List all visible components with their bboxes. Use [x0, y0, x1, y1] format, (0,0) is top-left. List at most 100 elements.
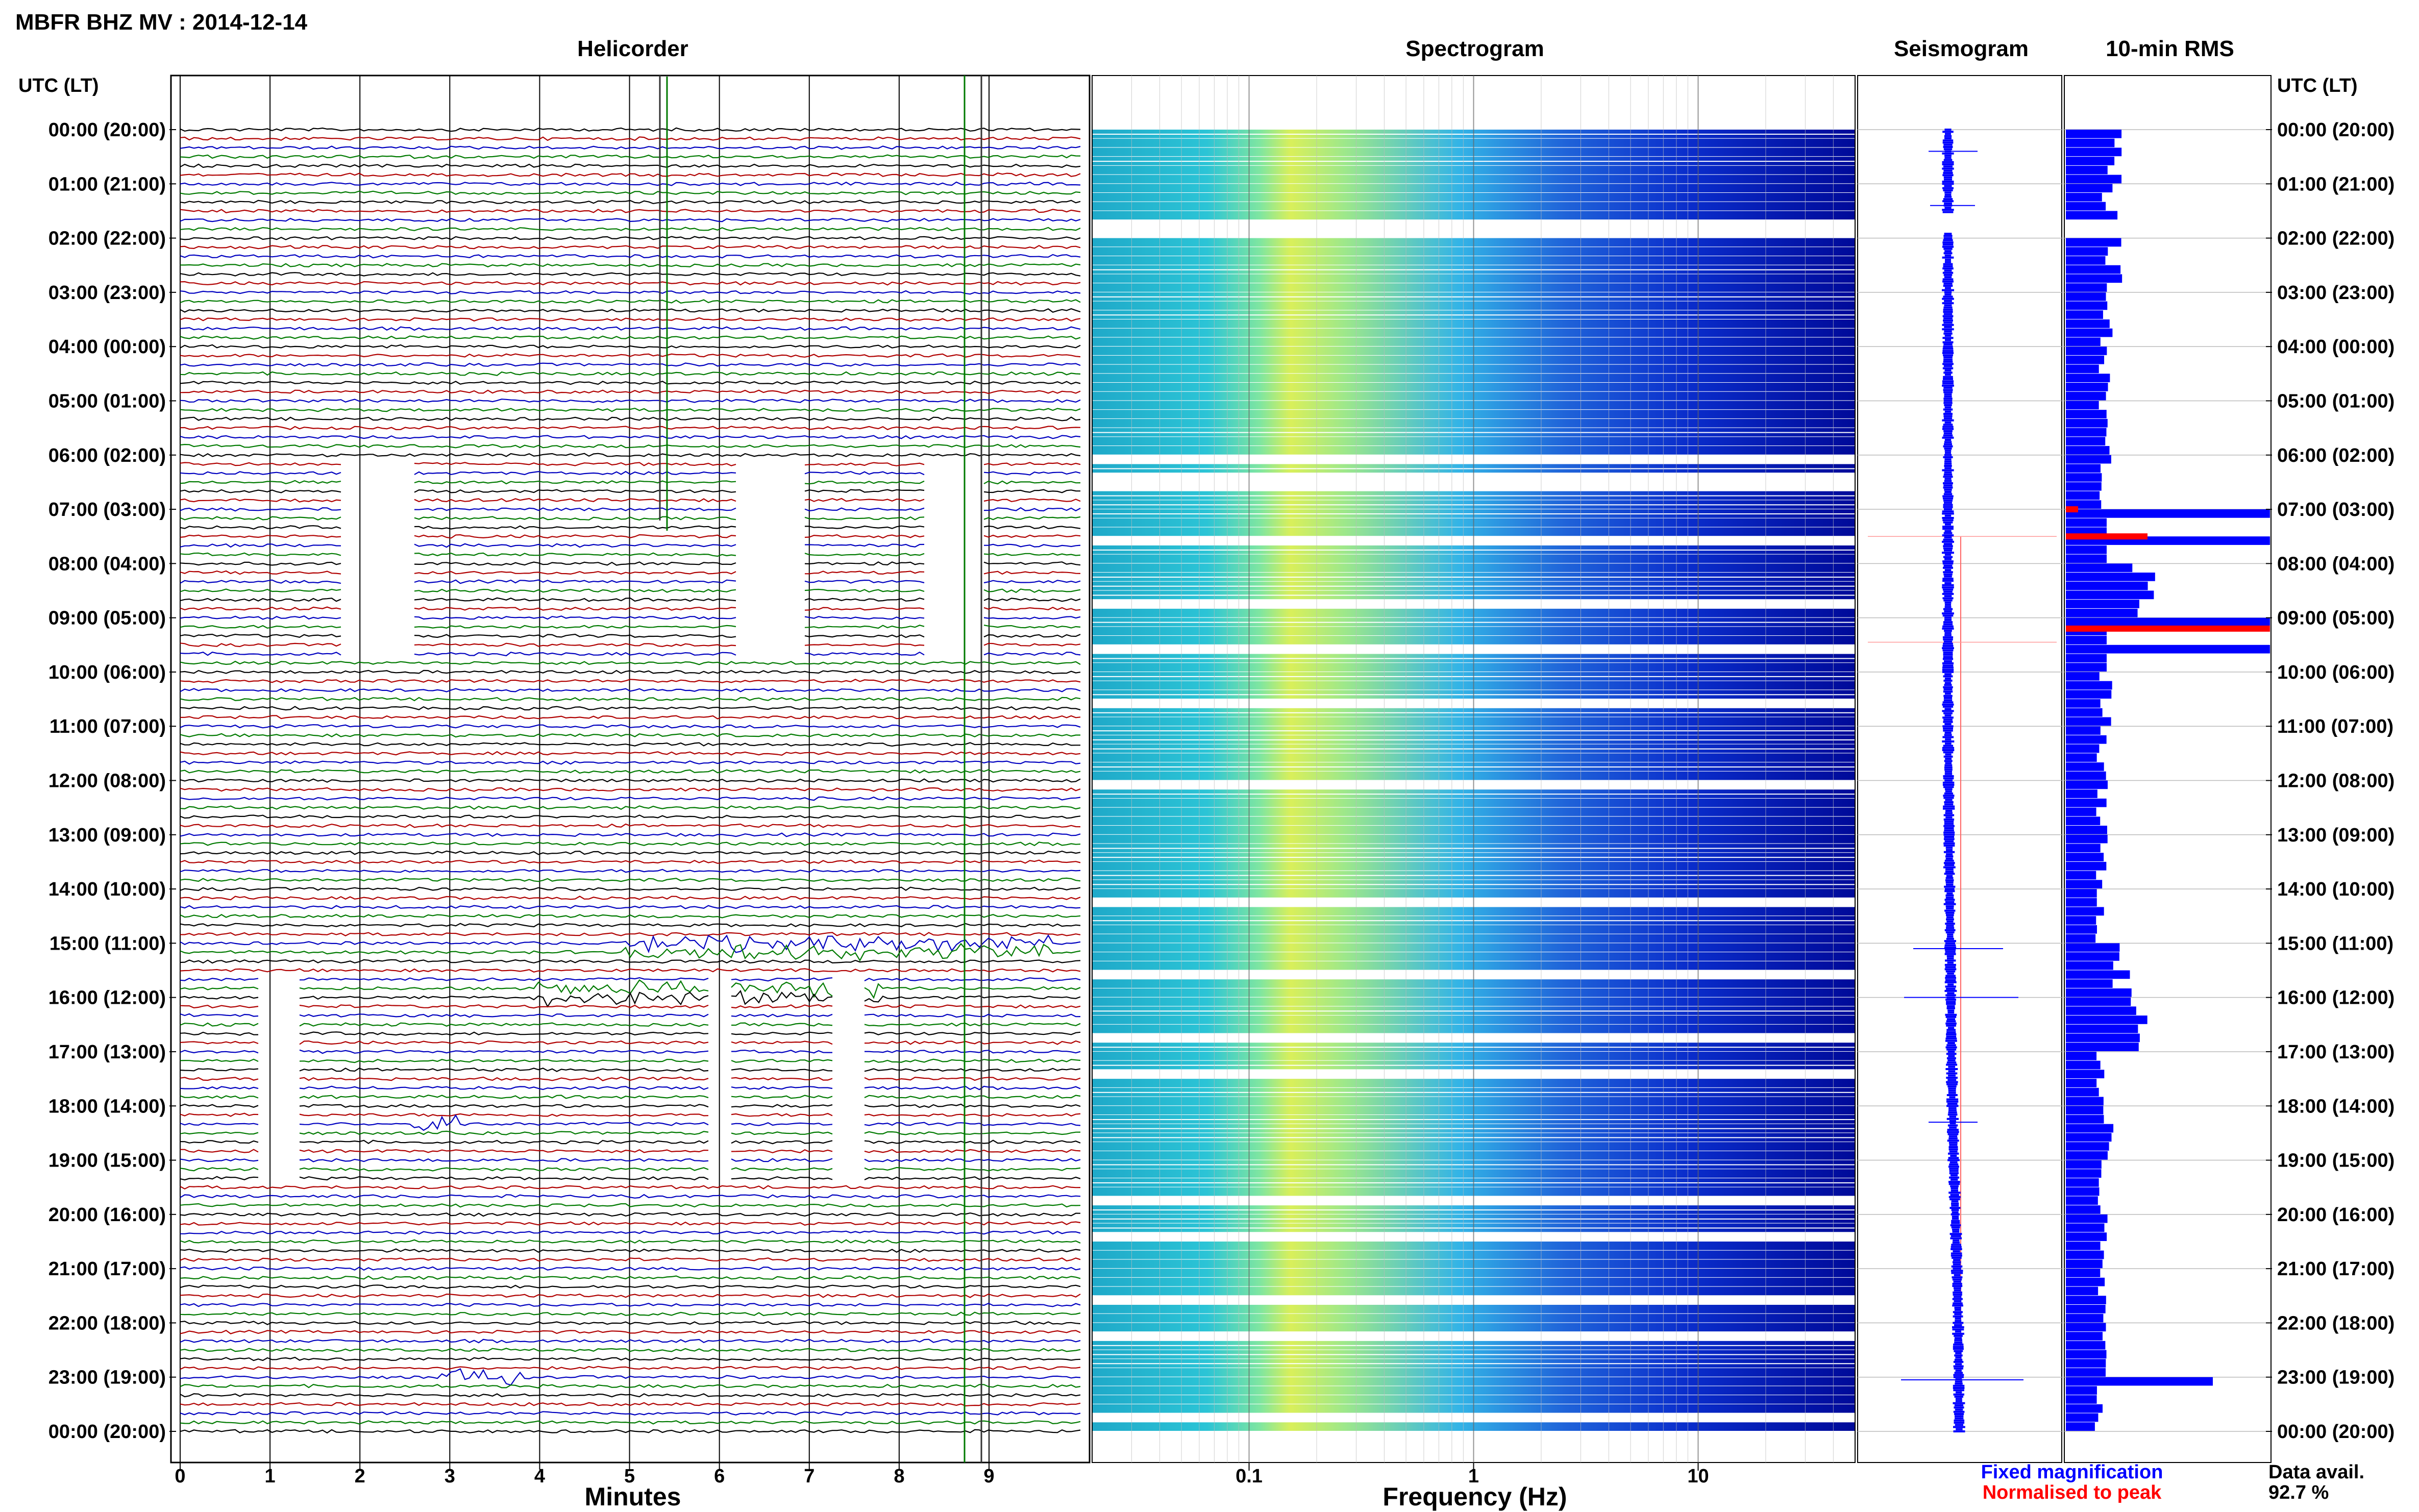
helicorder-trace — [180, 1293, 1081, 1298]
helicorder-trace — [180, 453, 1081, 458]
time-label-right: 17:00 (13:00) — [2277, 1042, 2395, 1063]
rms-bar — [2066, 952, 2119, 961]
frequency-tick-label: 0.1 — [1236, 1466, 1263, 1487]
helicorder-trace — [180, 272, 1081, 277]
seismogram-frame — [1857, 75, 2062, 1463]
helicorder-trace — [180, 326, 1081, 331]
rms-bar — [2066, 346, 2107, 355]
rms-bar — [2066, 1259, 2103, 1269]
helicorder-trace — [180, 552, 1081, 557]
rms-bar — [2066, 464, 2101, 473]
helicorder-trace — [180, 1167, 1081, 1172]
helicorder-trace — [180, 1239, 1081, 1244]
helicorder-trace — [180, 597, 1081, 602]
helicorder-trace — [180, 1266, 1081, 1271]
helicorder-trace — [180, 1158, 1081, 1162]
helicorder-trace — [180, 850, 1081, 855]
helicorder-trace — [180, 1275, 1081, 1280]
helicorder-trace — [180, 163, 1081, 168]
minute-tick-label: 8 — [894, 1466, 904, 1487]
rms-bar — [2066, 1250, 2104, 1259]
helicorder-trace — [180, 416, 1081, 422]
time-label-left: 09:00 (05:00) — [48, 608, 166, 629]
rms-bar — [2066, 608, 2138, 617]
minute-tick-label: 0 — [175, 1466, 185, 1487]
rms-bar — [2066, 663, 2107, 672]
helicorder-trace — [180, 1368, 1081, 1386]
helicorder-trace — [180, 1321, 1081, 1325]
helicorder-trace — [180, 651, 1081, 657]
helicorder-trace — [180, 380, 1081, 385]
helicorder-trace — [180, 1393, 1081, 1398]
helicorder-panel — [170, 75, 1091, 1464]
spectrogram-panel — [1092, 75, 1856, 1463]
time-label-left: 14:00 (10:00) — [48, 879, 166, 900]
rms-bar — [2066, 1006, 2136, 1015]
rms-bar — [2066, 916, 2096, 925]
helicorder-trace — [180, 1022, 1081, 1027]
helicorder-trace — [180, 1031, 1081, 1036]
rms-bar — [2066, 1151, 2108, 1160]
time-label-left: 17:00 (13:00) — [48, 1042, 166, 1063]
rms-bar — [2066, 455, 2111, 464]
time-label-right: 23:00 (19:00) — [2277, 1367, 2395, 1389]
rms-bar — [2066, 898, 2097, 907]
minute-tick-label: 2 — [355, 1466, 365, 1487]
rms-normalised-bar — [2066, 506, 2078, 513]
time-label-right: 06:00 (02:00) — [2277, 445, 2395, 466]
rms-bar — [2066, 482, 2102, 491]
helicorder-trace — [180, 172, 1081, 178]
helicorder-trace — [180, 1203, 1081, 1208]
rms-bar — [2066, 1341, 2106, 1350]
rms-bar — [2066, 1350, 2107, 1359]
helicorder-trace — [180, 1194, 1081, 1199]
chart-title: MBFR BHZ MV : 2014-12-14 — [15, 10, 308, 35]
rms-bar — [2066, 147, 2122, 157]
helicorder-trace — [180, 1411, 1081, 1416]
helicorder-trace — [180, 1085, 1081, 1090]
time-label-left: 05:00 (01:00) — [48, 390, 166, 412]
helicorder-trace — [180, 625, 1081, 629]
rms-normalised-bar — [2066, 625, 2270, 632]
helicorder-trace — [180, 525, 1081, 530]
helicorder-trace — [180, 751, 1081, 756]
helicorder-trace — [180, 697, 1081, 702]
rms-bar — [2066, 1304, 2106, 1313]
rms-bar — [2066, 1043, 2139, 1051]
helicorder-trace — [180, 1068, 1081, 1072]
rms-bar — [2066, 880, 2103, 889]
helicorder-trace — [180, 724, 1081, 729]
rms-bar — [2066, 175, 2122, 184]
time-label-left: 21:00 (17:00) — [48, 1258, 166, 1280]
rms-bar — [2066, 1169, 2102, 1178]
helicorder-trace — [180, 778, 1081, 783]
minute-tick-label: 7 — [804, 1466, 814, 1487]
time-label-right: 07:00 (03:00) — [2277, 499, 2395, 520]
helicorder-trace — [180, 796, 1081, 801]
time-label-left: 10:00 (06:00) — [48, 662, 166, 683]
helicorder-trace — [180, 1348, 1081, 1352]
helicorder-trace — [180, 886, 1081, 891]
minute-tick-label: 1 — [265, 1466, 276, 1487]
helicorder-trace — [180, 642, 1081, 648]
helicorder-trace — [180, 462, 1081, 466]
helicorder-trace — [180, 1058, 1081, 1063]
helicorder-trace — [180, 1402, 1081, 1407]
rms-bar — [2066, 1079, 2097, 1087]
rms-bar — [2066, 301, 2108, 310]
time-label-right: 16:00 (12:00) — [2277, 987, 2395, 1009]
helicorder-trace — [180, 869, 1081, 873]
helicorder-trace — [180, 1284, 1081, 1289]
rms-bar — [2066, 247, 2108, 256]
helicorder-trace — [180, 688, 1081, 692]
helicorder-trace — [180, 1004, 1081, 1009]
rms-bar — [2066, 1097, 2104, 1106]
helicorder-trace — [180, 579, 1081, 584]
helicorder-trace — [180, 1257, 1081, 1262]
rms-bar — [2066, 410, 2107, 418]
helicorder-trace — [180, 443, 1081, 449]
rms-bar — [2066, 690, 2112, 699]
helicorder-trace — [180, 932, 1081, 936]
time-label-right: 13:00 (09:00) — [2277, 825, 2395, 846]
rms-bar — [2066, 1142, 2109, 1151]
